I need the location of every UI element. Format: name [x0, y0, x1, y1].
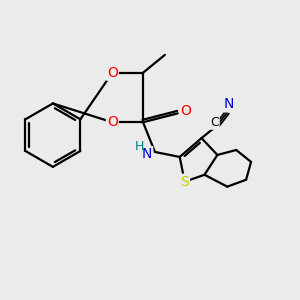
- Text: N: N: [224, 98, 234, 111]
- Text: O: O: [107, 115, 118, 129]
- Text: O: O: [107, 66, 118, 80]
- Text: C: C: [210, 116, 219, 129]
- Text: H: H: [134, 140, 144, 152]
- Text: N: N: [142, 147, 152, 161]
- Text: O: O: [180, 104, 191, 118]
- Text: S: S: [180, 175, 189, 189]
